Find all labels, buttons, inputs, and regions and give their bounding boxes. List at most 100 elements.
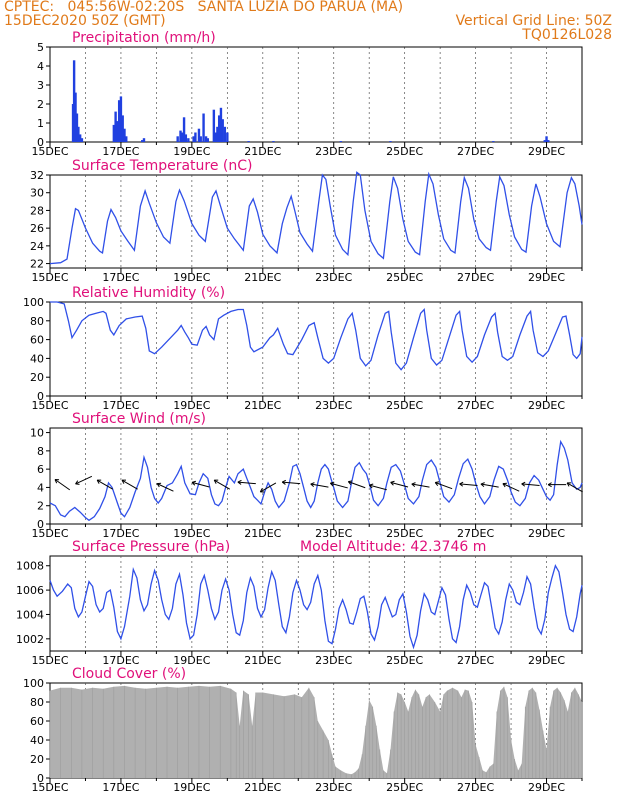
precipitation-bar: [272, 141, 275, 142]
precipitation-bar: [339, 141, 343, 142]
wind-ytick-label: 0: [37, 518, 44, 531]
humidity-ytick-label: 20: [30, 371, 44, 384]
pressure-xtick-label: 17DEC: [102, 654, 139, 667]
wind-arrow-shaft: [282, 481, 301, 485]
wind-arrow-head: [54, 479, 58, 484]
wind-arrow-shaft: [213, 479, 231, 490]
cloud-xtick-label: 15DEC: [31, 781, 68, 794]
precipitation-bar: [142, 138, 146, 142]
pressure-ytick-label: 1008: [16, 560, 44, 573]
precipitation-bar: [492, 141, 495, 142]
wind-arrow-head: [310, 483, 315, 488]
humidity-xtick-label: 15DEC: [31, 399, 68, 412]
wind-xtick-label: 15DEC: [31, 527, 68, 540]
wind-ytick-label: 6: [37, 463, 44, 476]
precipitation-bar: [226, 132, 229, 142]
pressure-xtick-label: 29DEC: [528, 654, 565, 667]
temperature-ytick-label: 32: [30, 169, 44, 182]
humidity-ytick-label: 60: [30, 334, 44, 347]
precipitation-bar: [194, 132, 197, 142]
temperature-ytick-label: 30: [30, 187, 44, 200]
wind-arrow-head: [480, 483, 485, 488]
wind-arrow-head: [369, 483, 374, 486]
precipitation-ytick-label: 2: [37, 98, 44, 111]
wind-xtick-label: 27DEC: [457, 527, 494, 540]
precipitation-bar: [214, 132, 217, 142]
humidity-frame: [49, 301, 583, 397]
pressure-xtick-label: 25DEC: [386, 654, 423, 667]
precipitation-bar: [187, 138, 190, 142]
wind-arrow-head: [237, 479, 242, 483]
precipitation-ytick-label: 4: [37, 60, 44, 73]
wind-arrow-head: [121, 479, 125, 484]
pressure-line: [49, 564, 583, 650]
humidity-ytick-label: 80: [30, 315, 44, 328]
humidity-xtick-label: 27DEC: [457, 399, 494, 412]
pressure-title2: Model Altitude: 42.3746 m: [300, 539, 486, 555]
precipitation-ytick-label: 3: [37, 79, 44, 92]
wind-ytick-label: 2: [37, 500, 44, 513]
wind-arrow-shaft: [502, 483, 520, 492]
temperature-ytick-label: 24: [30, 240, 44, 253]
wind-arrow-shaft: [521, 483, 540, 486]
wind-arrow-head: [191, 480, 197, 483]
wind-arrow-shaft: [260, 482, 277, 493]
wind-arrow-head: [566, 482, 570, 487]
precipitation-xtick-label: 29DEC: [528, 145, 565, 158]
wind-xtick-label: 23DEC: [315, 527, 352, 540]
temperature-xtick-label: 27DEC: [457, 271, 494, 284]
wind-ytick-label: 10: [30, 427, 44, 440]
wind-arrow-head: [213, 479, 217, 484]
wind-arrow-head: [191, 482, 196, 486]
precipitation-bar: [116, 121, 119, 142]
pressure-ytick-label: 1006: [16, 584, 44, 597]
wind-arrow-head: [434, 482, 439, 486]
precipitation-xtick-label: 19DEC: [173, 145, 210, 158]
precipitation-bar: [181, 132, 184, 142]
temperature-xtick-label: 19DEC: [173, 271, 210, 284]
wind-arrow-shaft: [96, 479, 114, 490]
wind-arrow-head: [281, 481, 286, 485]
wind-arrow-head: [435, 481, 440, 484]
wind-arrow-head: [75, 480, 79, 485]
precipitation-bar: [197, 128, 201, 142]
pressure-xtick-label: 15DEC: [31, 654, 68, 667]
cloud-xtick-label: 23DEC: [315, 781, 352, 794]
precipitation-ytick-label: 5: [37, 41, 44, 54]
header-date: 15DEC2020 50Z (GMT): [4, 13, 166, 29]
cloud-ytick-label: 20: [30, 753, 44, 766]
wind-arrow-shaft: [121, 479, 138, 490]
wind-ytick-label: 8: [37, 445, 44, 458]
wind-arrow-shaft: [411, 483, 430, 488]
precipitation-bar: [123, 128, 126, 142]
wind-xtick-label: 25DEC: [386, 527, 423, 540]
cloud-ytick-label: 40: [30, 734, 44, 747]
pressure-ytick-label: 1002: [16, 633, 44, 646]
precipitation-bar: [204, 136, 208, 142]
precipitation-bar: [176, 136, 179, 142]
precipitation-bar: [74, 92, 77, 142]
header-grid-note: Vertical Grid Line: 50Z: [455, 13, 612, 29]
cloud-ytick-label: 0: [37, 772, 44, 785]
wind-arrow-head: [156, 483, 160, 488]
precipitation-xtick-label: 27DEC: [457, 145, 494, 158]
wind-arrow-shaft: [566, 482, 583, 493]
header-model: TQ0126L028: [522, 27, 612, 43]
cloud-xtick-label: 21DEC: [244, 781, 281, 794]
pressure-xtick-label: 23DEC: [315, 654, 352, 667]
precipitation-bar: [223, 126, 227, 142]
precipitation-bar: [212, 109, 216, 142]
wind-arrow-head: [390, 482, 394, 486]
cloud-ytick-label: 80: [30, 696, 44, 709]
wind-arrow-head: [259, 488, 263, 493]
precipitation-bar: [202, 113, 205, 142]
temperature-xtick-label: 25DEC: [386, 271, 423, 284]
cloud-xtick-label: 27DEC: [457, 781, 494, 794]
temperature-title: Surface Temperature (nC): [72, 158, 253, 174]
wind-arrow-head: [480, 482, 485, 485]
humidity-xtick-label: 29DEC: [528, 399, 565, 412]
cloud-title: Cloud Cover (%): [72, 666, 186, 682]
humidity-xtick-label: 21DEC: [244, 399, 281, 412]
wind-ytick-label: 4: [37, 481, 44, 494]
precipitation-bar: [206, 138, 210, 142]
